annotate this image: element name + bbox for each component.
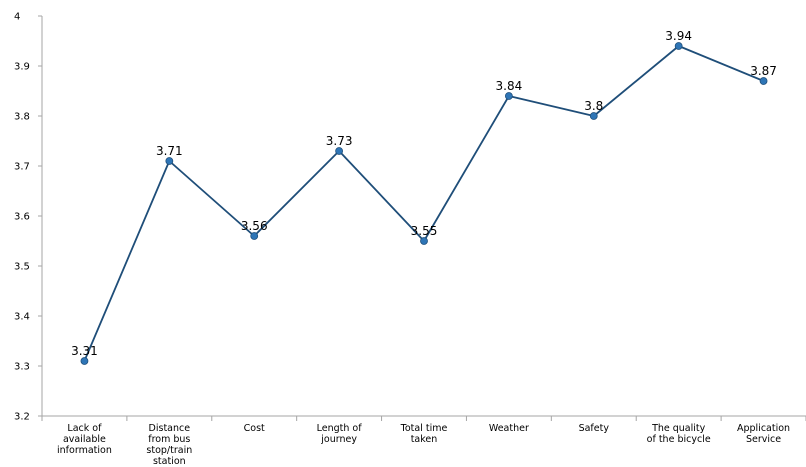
chart-axes — [38, 15, 806, 421]
data-label: 3.31 — [71, 344, 98, 358]
x-axis-category-labels: Lack of available information Distance from … — [57, 423, 790, 467]
data-point — [674, 42, 683, 50]
y-tick-label: 3.6 — [14, 212, 30, 223]
data-label: 3.71 — [156, 144, 183, 158]
data-label: 3.56 — [241, 219, 268, 233]
x-category-label: The quality of the bicycle — [647, 423, 711, 445]
data-label: 3.84 — [496, 79, 523, 93]
y-tick-label: 3.7 — [14, 162, 30, 173]
x-category-label-line: The quality — [651, 423, 706, 434]
x-category-label-line: of the bicycle — [647, 434, 711, 445]
x-category-label-line: stop/train — [146, 445, 192, 456]
x-category-label-line: Length of — [317, 423, 363, 434]
y-tick-label: 3.8 — [14, 112, 30, 123]
y-tick-label: 4 — [14, 12, 20, 23]
x-category-label-line: Service — [746, 434, 781, 445]
y-tick-label: 3.3 — [14, 362, 30, 373]
series-point-group — [80, 42, 768, 365]
x-category-label-line: Lack of — [67, 423, 102, 434]
x-category-label-line: taken — [411, 434, 438, 445]
x-category-label: Total time taken — [400, 423, 448, 445]
x-category-label: Safety — [579, 423, 610, 434]
x-category-label-line: Safety — [579, 423, 610, 434]
x-category-label: Length of journey — [317, 423, 363, 445]
x-category-label: Distance from bus stop/train station — [146, 423, 192, 467]
x-category-label-line: Cost — [244, 423, 265, 434]
x-category-label-line: Application — [737, 423, 790, 434]
x-category-label-line: journey — [320, 434, 357, 445]
data-point — [504, 92, 513, 100]
y-tick-label: 3.9 — [14, 62, 30, 73]
y-tick-label: 3.5 — [14, 262, 30, 273]
x-category-label: Application Service — [737, 423, 790, 445]
data-point — [165, 157, 174, 165]
data-label: 3.55 — [411, 224, 438, 238]
data-point — [250, 232, 259, 240]
y-tick-label: 3.4 — [14, 312, 30, 323]
data-label: 3.8 — [584, 99, 603, 113]
data-point — [589, 112, 598, 120]
x-category-label-line: from bus — [148, 434, 190, 445]
data-point — [759, 77, 768, 85]
data-point — [80, 357, 89, 365]
data-label: 3.87 — [750, 64, 777, 78]
data-label-group: 3.31 3.71 3.56 3.73 3.55 3.84 3.8 3.94 3.87 — [71, 29, 777, 358]
data-label: 3.94 — [665, 29, 692, 43]
data-label: 3.73 — [326, 134, 353, 148]
x-category-label-line: information — [57, 445, 112, 456]
y-axis-tick-labels: 3.2 3.3 3.4 3.5 3.6 3.7 3.8 3.9 4 — [14, 12, 30, 423]
x-category-label-line: Distance — [149, 423, 191, 434]
x-category-label-line: Weather — [489, 423, 529, 434]
y-tick-label: 3.2 — [14, 412, 30, 423]
x-category-label-line: station — [153, 456, 186, 467]
x-category-label-line: Total time — [400, 423, 448, 434]
data-point — [335, 147, 344, 155]
x-category-label: Lack of available information — [57, 423, 112, 456]
x-category-label: Cost — [244, 423, 265, 434]
x-category-label-line: available — [63, 434, 106, 445]
data-point — [420, 237, 428, 245]
x-category-label: Weather — [489, 423, 529, 434]
series-line — [83, 45, 764, 362]
series-line-group — [83, 45, 764, 362]
